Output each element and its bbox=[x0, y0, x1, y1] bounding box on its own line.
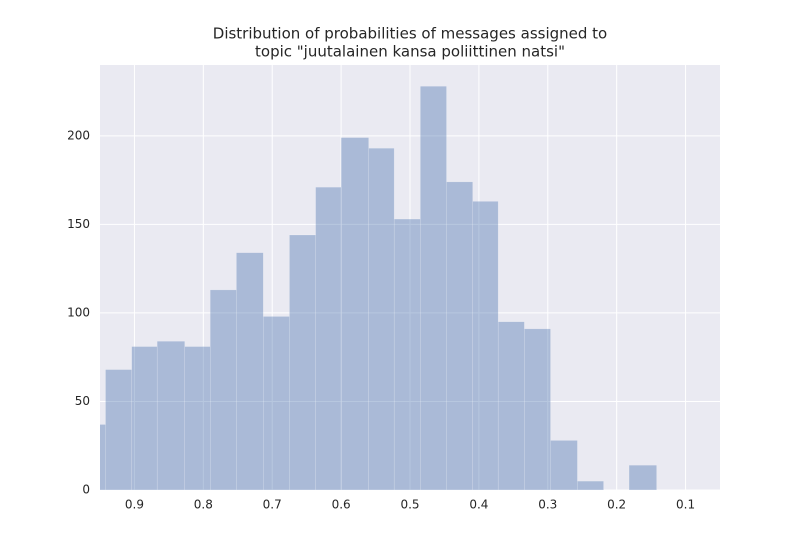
x-tick-label: 0.1 bbox=[676, 498, 695, 512]
bar bbox=[524, 328, 551, 490]
bar bbox=[577, 480, 604, 490]
bar bbox=[289, 234, 316, 490]
bar bbox=[184, 346, 211, 490]
bar bbox=[105, 369, 132, 490]
x-tick-label: 0.4 bbox=[469, 498, 488, 512]
y-tick-label: 150 bbox=[67, 217, 90, 231]
bar bbox=[393, 218, 421, 490]
y-tick-label: 50 bbox=[75, 394, 90, 408]
x-tick-label: 0.8 bbox=[194, 498, 213, 512]
bar bbox=[472, 201, 499, 490]
bar bbox=[497, 321, 525, 490]
bar bbox=[236, 252, 264, 490]
bar bbox=[368, 147, 395, 490]
x-tick-label: 0.3 bbox=[538, 498, 557, 512]
bar bbox=[263, 316, 290, 490]
bar bbox=[420, 86, 447, 490]
bar bbox=[446, 181, 473, 490]
y-tick-label: 200 bbox=[67, 128, 90, 142]
bar bbox=[315, 186, 342, 490]
bar bbox=[131, 346, 158, 490]
chart-title: Distribution of probabilities of message… bbox=[213, 25, 607, 43]
bar bbox=[550, 440, 578, 490]
y-tick-label: 100 bbox=[67, 305, 90, 319]
x-tick-label: 0.2 bbox=[607, 498, 626, 512]
bar bbox=[340, 137, 369, 490]
y-tick-label: 0 bbox=[82, 483, 90, 497]
x-tick-label: 0.7 bbox=[263, 498, 282, 512]
bar bbox=[628, 464, 657, 490]
bar bbox=[209, 289, 237, 490]
chart-title: topic "juutalainen kansa poliittinen nat… bbox=[255, 43, 565, 61]
x-tick-label: 0.6 bbox=[332, 498, 351, 512]
bar bbox=[156, 341, 185, 490]
x-tick-label: 0.9 bbox=[125, 498, 144, 512]
bar bbox=[100, 424, 106, 490]
x-tick-label: 0.5 bbox=[400, 498, 419, 512]
